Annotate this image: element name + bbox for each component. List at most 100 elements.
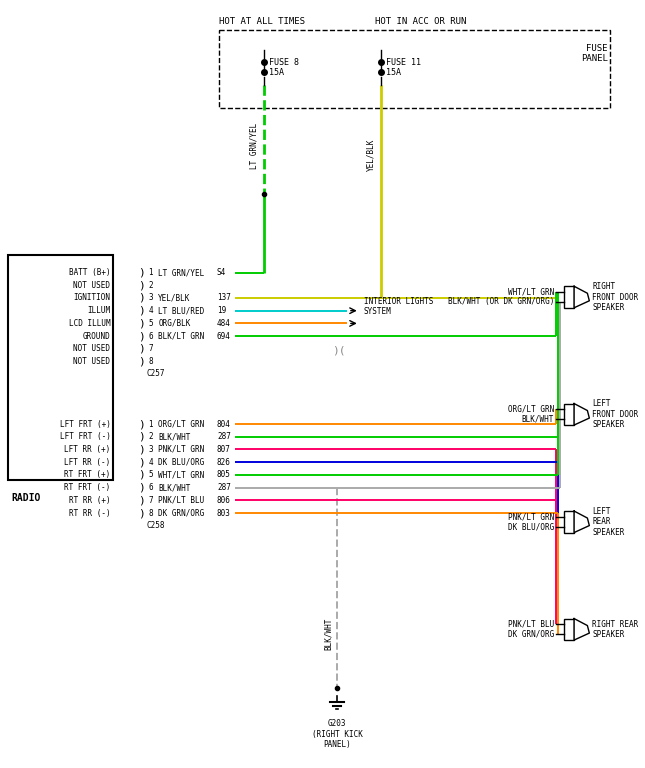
Text: LT BLU/RED: LT BLU/RED [158,306,204,315]
Text: 2: 2 [148,281,153,290]
Text: NOT USED: NOT USED [74,281,110,290]
Text: 4: 4 [148,306,153,315]
Text: LFT RR (+): LFT RR (+) [64,445,110,454]
Polygon shape [574,618,590,640]
Text: ORG/LT GRN: ORG/LT GRN [508,405,554,414]
Text: ORG/LT GRN: ORG/LT GRN [158,419,204,429]
Text: GROUND: GROUND [83,332,110,341]
Text: FUSE 8
15A: FUSE 8 15A [269,58,299,77]
Text: FUSE 11
15A: FUSE 11 15A [386,58,421,77]
Text: 804: 804 [217,419,231,429]
Text: ): ) [138,495,144,505]
Text: ORG/BLK: ORG/BLK [158,319,191,328]
Text: ): ) [138,470,144,480]
Text: 826: 826 [217,458,231,467]
Text: IGNITION: IGNITION [74,293,110,303]
Text: ): ) [138,306,144,316]
Text: S4: S4 [217,268,226,277]
Text: LEFT
REAR
SPEAKER: LEFT REAR SPEAKER [592,507,624,537]
Text: YEL/BLK: YEL/BLK [367,139,376,171]
Text: 694: 694 [217,332,231,341]
Text: ): ) [138,280,144,290]
Text: LT GRN/YEL: LT GRN/YEL [158,268,204,277]
Text: LCD ILLUM: LCD ILLUM [69,319,110,328]
Text: ): ) [138,267,144,277]
Text: WHT/LT GRN: WHT/LT GRN [158,470,204,479]
Text: LT GRN/YEL: LT GRN/YEL [250,122,259,169]
Text: BLK/WHT: BLK/WHT [158,483,191,492]
Text: 1: 1 [148,419,153,429]
Text: BLK/WHT: BLK/WHT [522,415,554,424]
Text: PNK/LT BLU: PNK/LT BLU [508,620,554,629]
Polygon shape [574,403,590,425]
Text: NOT USED: NOT USED [74,357,110,366]
Bar [564,403,574,425]
Text: WHT/LT GRN: WHT/LT GRN [508,288,554,296]
Text: 6: 6 [148,483,153,492]
Text: 6: 6 [148,332,153,341]
Text: 3: 3 [148,445,153,454]
Text: RT RR (-): RT RR (-) [69,508,110,518]
Text: FUSE
PANEL: FUSE PANEL [581,44,608,63]
Text: PNK/LT GRN: PNK/LT GRN [158,445,204,454]
Text: ): ) [138,293,144,303]
Text: RIGHT REAR
SPEAKER: RIGHT REAR SPEAKER [592,620,639,639]
Text: G203
(RIGHT KICK
PANEL): G203 (RIGHT KICK PANEL) [312,719,362,749]
Text: HOT AT ALL TIMES: HOT AT ALL TIMES [219,18,305,26]
Text: RT FRT (+): RT FRT (+) [64,470,110,479]
Text: ): ) [138,419,144,429]
Text: LFT FRT (-): LFT FRT (-) [59,432,110,442]
Text: ): ) [138,482,144,492]
Text: 4: 4 [148,458,153,467]
Bar [219,30,610,108]
Text: INTERIOR LIGHTS
SYSTEM: INTERIOR LIGHTS SYSTEM [364,297,433,316]
Text: ): ) [138,432,144,442]
Text: DK BLU/ORG: DK BLU/ORG [158,458,204,467]
Text: LEFT
FRONT DOOR
SPEAKER: LEFT FRONT DOOR SPEAKER [592,399,639,429]
Text: 803: 803 [217,508,231,518]
Text: 807: 807 [217,445,231,454]
Text: ): ) [138,457,144,467]
Bar [564,286,574,308]
Text: DK GRN/ORG: DK GRN/ORG [158,508,204,518]
Bar [564,618,574,640]
Text: ): ) [138,356,144,366]
Text: 8: 8 [148,508,153,518]
Text: 137: 137 [217,293,231,303]
Text: 287: 287 [217,432,231,442]
Text: ILLUM: ILLUM [87,306,110,315]
Text: ): ) [138,319,144,329]
Text: 5: 5 [148,319,153,328]
Polygon shape [574,286,590,308]
Text: ): ) [138,331,144,341]
Bar [8,255,114,480]
Text: DK GRN/ORG: DK GRN/ORG [508,630,554,639]
Text: 805: 805 [217,470,231,479]
Text: RADIO: RADIO [12,494,41,504]
Text: PNK/LT BLU: PNK/LT BLU [158,496,204,505]
Text: 19: 19 [217,306,226,315]
Text: 287: 287 [217,483,231,492]
Text: RIGHT
FRONT DOOR
SPEAKER: RIGHT FRONT DOOR SPEAKER [592,282,639,312]
Text: 7: 7 [148,496,153,505]
Text: 3: 3 [148,293,153,303]
Text: 484: 484 [217,319,231,328]
Text: 8: 8 [148,357,153,366]
Text: BLK/LT GRN: BLK/LT GRN [158,332,204,341]
Text: )(: )( [332,346,346,356]
Polygon shape [574,511,590,532]
Text: ): ) [138,445,144,455]
Text: YEL/BLK: YEL/BLK [158,293,191,303]
Text: RT FRT (-): RT FRT (-) [64,483,110,492]
Text: LFT RR (-): LFT RR (-) [64,458,110,467]
Bar [564,511,574,532]
Text: 2: 2 [148,432,153,442]
Text: BLK/WHT: BLK/WHT [324,618,333,650]
Text: 806: 806 [217,496,231,505]
Text: 1: 1 [148,268,153,277]
Text: DK BLU/ORG: DK BLU/ORG [508,522,554,531]
Text: BLK/WHT: BLK/WHT [158,432,191,442]
Text: NOT USED: NOT USED [74,344,110,353]
Text: C257: C257 [146,369,165,379]
Text: RT RR (+): RT RR (+) [69,496,110,505]
